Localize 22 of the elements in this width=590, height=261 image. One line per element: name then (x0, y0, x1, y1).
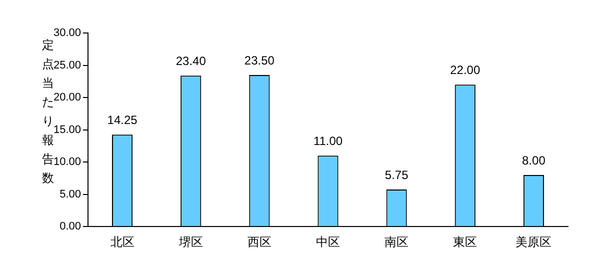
data-label: 23.40 (176, 54, 206, 68)
x-tick-label: 北区 (110, 235, 134, 250)
data-label: 23.50 (244, 53, 275, 68)
x-tick-label: 中区 (316, 235, 340, 250)
x-tick-label: 南区 (384, 235, 409, 250)
y-tick-label: 10.00 (53, 156, 81, 168)
data-label: 11.00 (313, 134, 343, 148)
data-label: 5.75 (384, 168, 409, 182)
y-tick-label: 25.00 (53, 59, 81, 72)
y-axis-title: 定点当たり報告数 (42, 37, 54, 187)
data-label: 22.00 (450, 62, 480, 77)
y-tick-label: 5.00 (60, 188, 81, 200)
data-label: 14.25 (107, 112, 138, 127)
y-tick-label: 0.00 (60, 220, 81, 233)
y-tick-label: 20.00 (53, 92, 81, 104)
data-label: 8.00 (522, 153, 546, 168)
x-tick-label: 美原区 (516, 235, 552, 250)
x-tick-label: 西区 (247, 235, 272, 250)
y-tick-label: 15.00 (53, 124, 81, 136)
x-tick-label: 堺区 (178, 235, 203, 250)
x-tick-label: 東区 (453, 235, 478, 250)
y-tick-label: 30.00 (53, 27, 81, 40)
